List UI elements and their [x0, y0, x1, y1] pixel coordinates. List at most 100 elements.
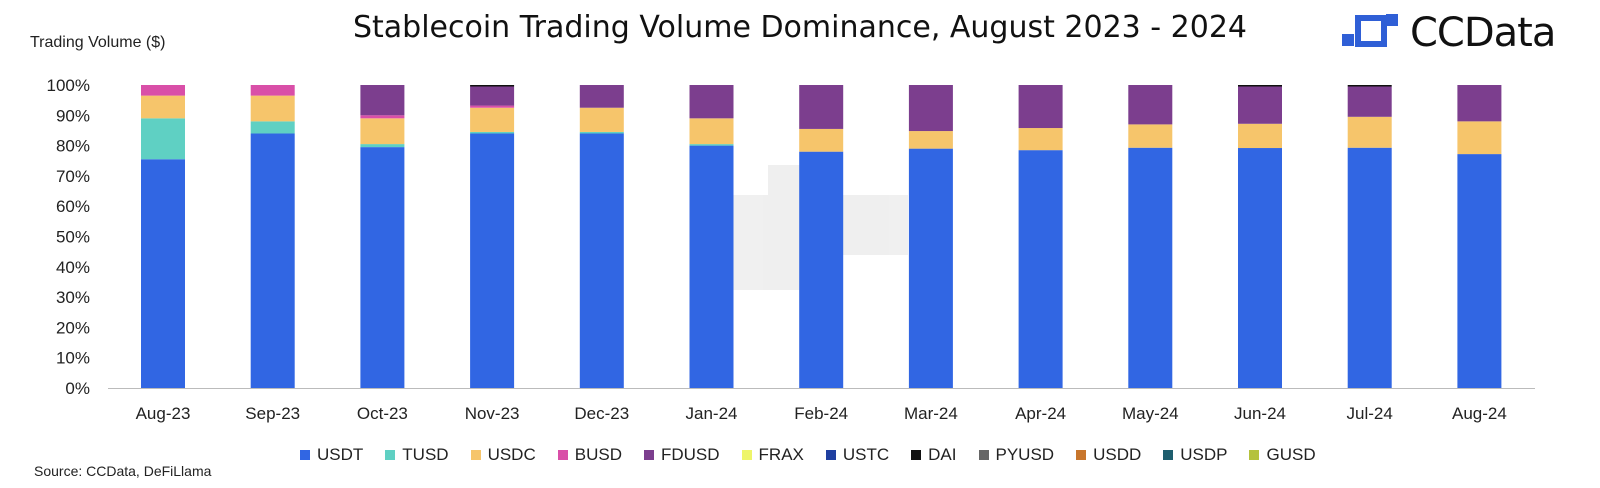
legend-label: USDP: [1180, 445, 1228, 464]
bar-segment-usdc-apr-24: [1018, 128, 1063, 151]
legend-label: BUSD: [574, 445, 622, 464]
legend-item-dai: DAI: [911, 445, 957, 465]
y-tick-label: 70%: [56, 167, 90, 186]
legend-label: USDT: [317, 445, 364, 464]
legend-item-fdusd: FDUSD: [643, 445, 720, 465]
ccdata-logo-icon: [1342, 14, 1398, 47]
bar-segment-fdusd-jun-24: [1238, 86, 1282, 124]
bar-segment-tusd-nov-23: [470, 131, 515, 134]
y-tick-label: 100%: [47, 76, 90, 95]
bar-segment-usdt-aug-23: [141, 159, 185, 388]
y-tick-label: 90%: [56, 106, 90, 125]
bar-segment-fdusd-dec-23: [579, 85, 624, 108]
y-axis-label: Trading Volume ($): [30, 34, 166, 51]
legend-item-usdd: USDD: [1076, 445, 1141, 465]
x-tick-label: Mar-24: [904, 404, 958, 423]
bar-segment-fdusd-nov-23: [470, 86, 515, 106]
bar-segment-fdusd-jan-24: [689, 85, 734, 119]
stacked-bar-chart: 0% 10% 20% 30% 40% 50% 60% 70% 80% 90% 100% Aug-23…: [47, 76, 1535, 423]
source-note: Source: CCData, DeFiLlama: [34, 463, 212, 479]
legend-swatch: [1249, 450, 1260, 460]
y-tick-label: 50%: [56, 228, 90, 247]
bar-segment-usdc-feb-24: [799, 128, 844, 152]
bar-segment-usdt-nov-23: [470, 133, 515, 388]
bar-segment-fdusd-aug-24: [1457, 85, 1502, 122]
legend-item-tusd: TUSD: [385, 445, 449, 465]
bar-segment-busd-oct-23: [360, 115, 405, 119]
bar-segment-usdc-jul-24: [1347, 116, 1392, 148]
chart-title: Stablecoin Trading Volume Dominance, Aug…: [352, 10, 1248, 45]
bar-segment-busd-sep-23: [250, 85, 295, 96]
bar-segment-usdt-oct-23: [360, 147, 405, 388]
bar-segment-usdt-jul-24: [1347, 147, 1392, 388]
y-tick-label: 0%: [65, 379, 90, 398]
bar-segment-usdt-jun-24: [1238, 148, 1282, 388]
x-tick-label: Sep-23: [245, 404, 300, 423]
logo-text: CCData: [1410, 10, 1556, 56]
y-tick-label: 80%: [56, 137, 90, 156]
bar-segment-usdc-sep-23: [250, 95, 295, 122]
bar-segment-fdusd-feb-24: [799, 85, 844, 129]
bar-segment-tusd-dec-23: [579, 131, 624, 134]
legend-label: USTC: [842, 445, 890, 464]
legend-item-usdt: USDT: [300, 445, 363, 465]
legend-item-ustc: USTC: [825, 445, 890, 465]
bar-segment-usdt-mar-24: [908, 148, 953, 388]
x-tick-label: Aug-24: [1452, 404, 1507, 423]
bar-segment-tusd-jan-24: [689, 144, 734, 146]
bar-segment-tusd-aug-23: [141, 118, 185, 160]
bar-segment-usdc-oct-23: [360, 118, 405, 145]
y-tick-label: 10%: [56, 349, 90, 368]
x-tick-label: Jun-24: [1234, 404, 1286, 423]
bar-segment-fdusd-oct-23: [360, 85, 405, 116]
bar-segment-usdt-feb-24: [799, 151, 844, 388]
legend-label: PYUSD: [995, 445, 1055, 464]
legend-item-pyusd: PYUSD: [978, 445, 1055, 465]
bar-segment-usdt-may-24: [1128, 147, 1173, 388]
legend-swatch: [470, 450, 481, 460]
bar-segment-usdc-jun-24: [1238, 123, 1282, 149]
legend-label: DAI: [928, 445, 957, 464]
bar-segment-usdc-jan-24: [689, 118, 734, 145]
bar-segment-dai-jul-24: [1347, 85, 1392, 87]
legend-label: FDUSD: [660, 445, 720, 464]
bar-segment-usdc-dec-23: [579, 107, 624, 132]
legend-label: USDD: [1093, 445, 1142, 464]
legend: USDT TUSD USDC BUSD FDUSD FRAX USTC DAI PYUSD USD…: [300, 444, 1338, 466]
bar-segment-usdt-aug-24: [1457, 154, 1502, 388]
bar-segment-usdc-may-24: [1128, 124, 1173, 148]
bar-segment-usdc-aug-24: [1457, 121, 1502, 155]
y-tick-label: 40%: [56, 258, 90, 277]
bar-segment-busd-nov-23: [470, 105, 515, 108]
legend-item-frax: FRAX: [741, 445, 804, 465]
x-tick-label: Nov-23: [465, 404, 520, 423]
bar-segment-usdc-nov-23: [470, 107, 515, 132]
legend-swatch: [300, 450, 310, 460]
ccdata-logo: CCData: [1338, 8, 1578, 60]
bar-segment-dai-jun-24: [1238, 85, 1282, 87]
bar-segment-fdusd-mar-24: [908, 85, 953, 132]
legend-item-usdp: USDP: [1163, 445, 1227, 465]
legend-item-usdc: USDC: [470, 445, 536, 465]
legend-swatch: [1163, 450, 1174, 460]
legend-item-gusd: GUSD: [1249, 445, 1316, 465]
legend-label: GUSD: [1266, 445, 1316, 464]
legend-swatch: [978, 450, 989, 460]
x-tick-label: May-24: [1122, 404, 1179, 423]
x-tick-label: Apr-24: [1015, 404, 1066, 423]
legend-item-busd: BUSD: [557, 445, 622, 465]
x-tick-label: Aug-23: [136, 404, 191, 423]
x-tick-label: Feb-24: [794, 404, 848, 423]
bar-segment-fdusd-apr-24: [1018, 85, 1063, 129]
bar-segment-dai-nov-23: [470, 85, 515, 87]
x-tick-label: Dec-23: [574, 404, 629, 423]
legend-swatch: [1076, 450, 1087, 460]
legend-label: FRAX: [758, 445, 804, 464]
legend-swatch: [825, 450, 836, 460]
legend-label: USDC: [487, 445, 536, 464]
legend-swatch: [643, 450, 654, 460]
bar-segment-usdc-aug-23: [141, 95, 185, 119]
bar-segment-fdusd-jul-24: [1347, 86, 1392, 117]
x-tick-label: Jan-24: [686, 404, 738, 423]
legend-label: TUSD: [402, 445, 449, 464]
